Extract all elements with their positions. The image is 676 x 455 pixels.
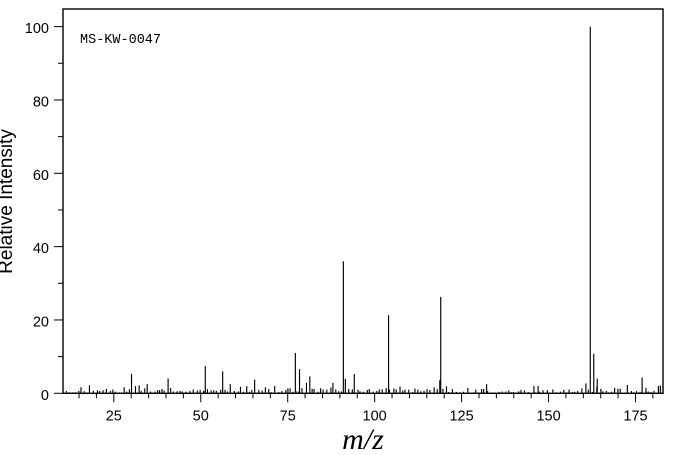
svg-text:25: 25 [106,408,122,424]
svg-text:40: 40 [33,241,49,257]
svg-text:100: 100 [25,21,49,37]
svg-text:150: 150 [536,408,560,424]
svg-text:60: 60 [33,168,49,184]
svg-text:75: 75 [280,408,296,424]
svg-text:m/z: m/z [342,423,384,455]
svg-text:0: 0 [41,388,49,404]
svg-text:Relative Intensity: Relative Intensity [0,129,17,274]
svg-text:MS-KW-0047: MS-KW-0047 [80,33,161,48]
svg-text:80: 80 [33,94,49,110]
svg-text:100: 100 [363,408,387,424]
svg-text:125: 125 [449,408,473,424]
svg-text:175: 175 [623,408,647,424]
svg-text:50: 50 [193,408,209,424]
svg-text:20: 20 [33,314,49,330]
